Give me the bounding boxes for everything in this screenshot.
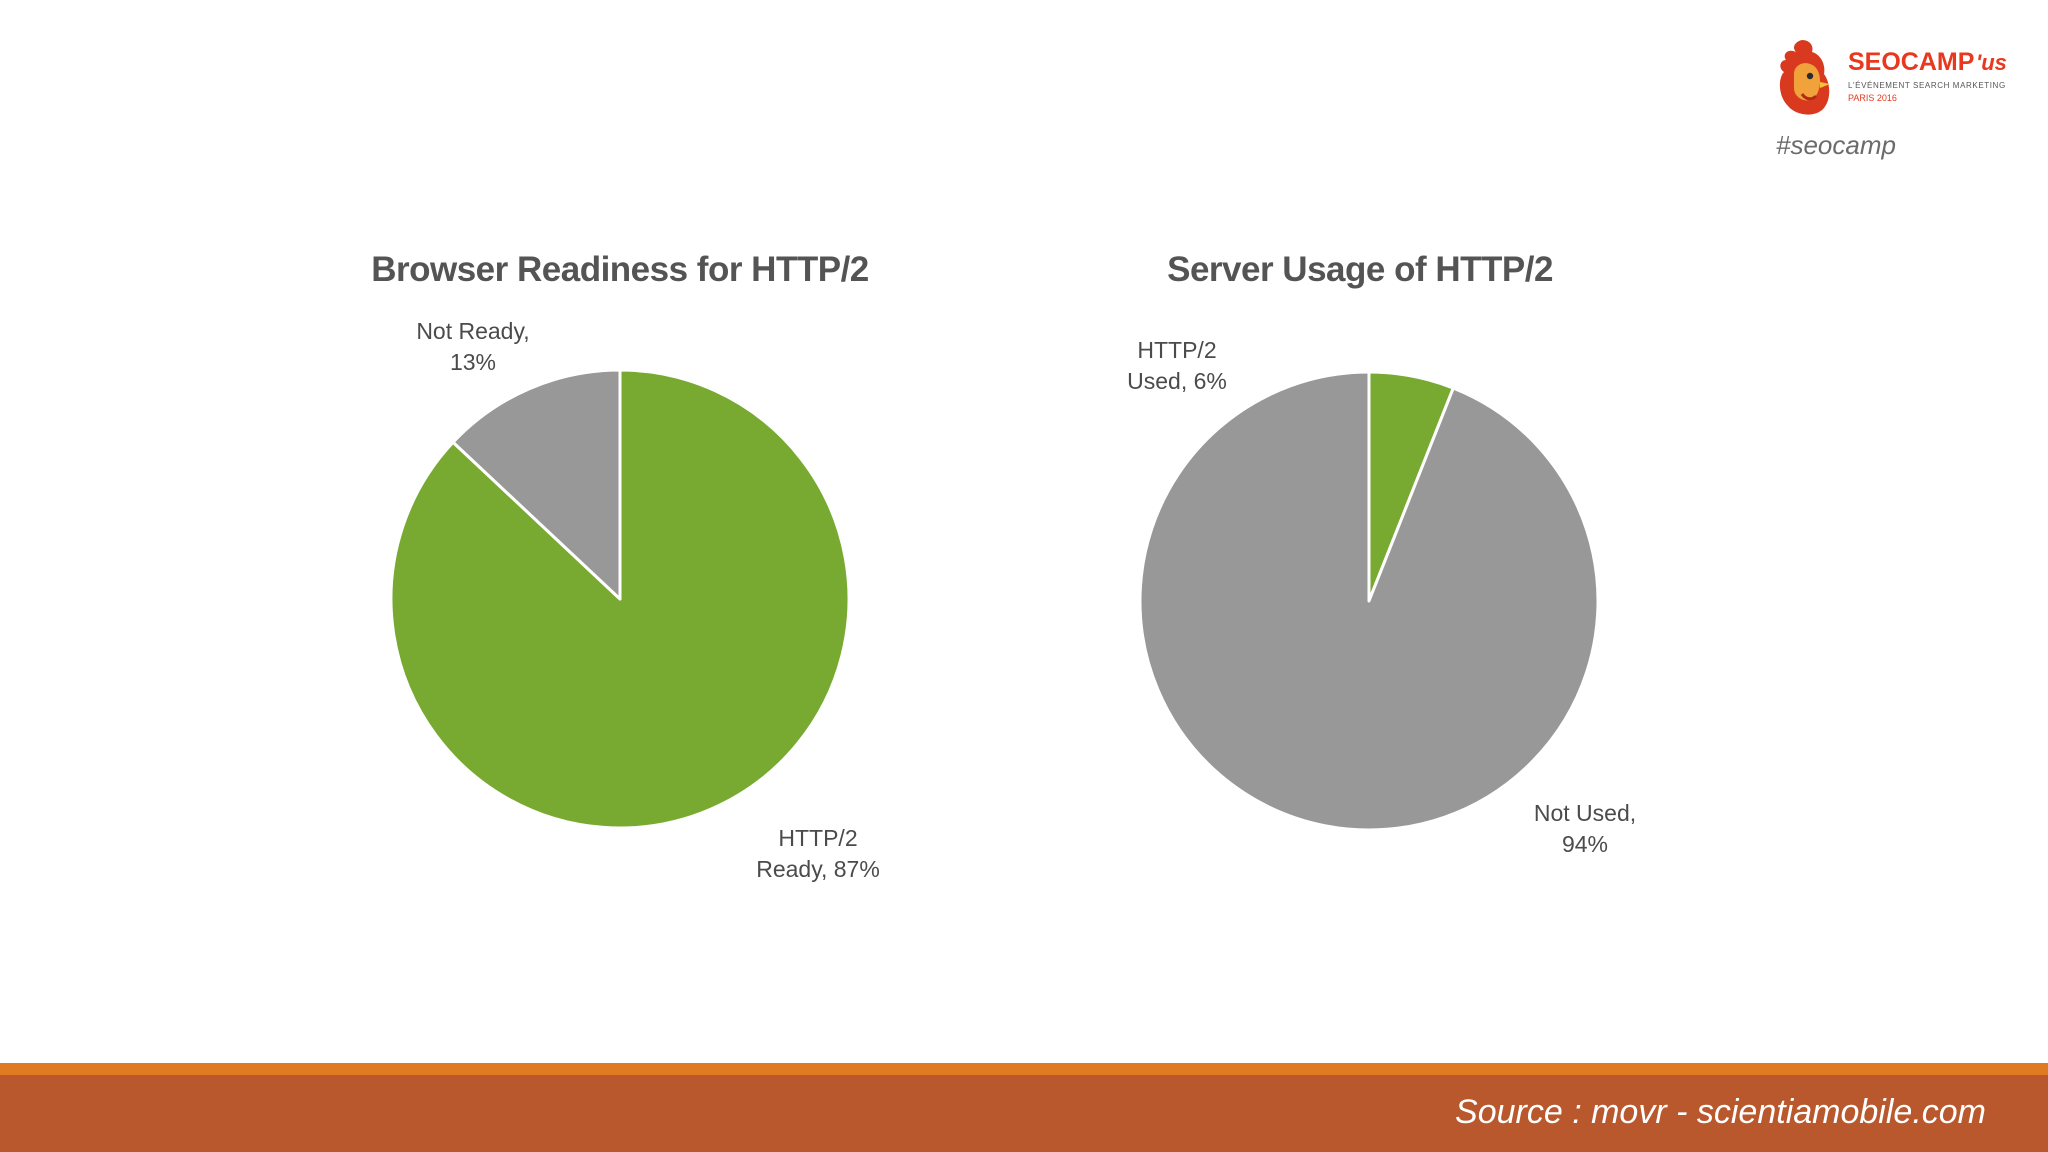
server-usage-pie — [1138, 370, 1600, 832]
slice-label-line: Used, 6% — [1127, 368, 1227, 394]
logo-main-text: SEOCAMP — [1848, 48, 1974, 76]
slice-label-line: HTTP/2 — [778, 825, 858, 851]
chart-title: Browser Readiness for HTTP/2 — [371, 250, 869, 289]
logo-tagline: L'ÉVÉNEMENT SEARCH MARKETING — [1848, 81, 2006, 90]
slice-label-not-ready: Not Ready, 13% — [393, 316, 553, 378]
chart-title: Server Usage of HTTP/2 — [1167, 250, 1553, 289]
pie-slice-94 — [1138, 370, 1600, 832]
seocamp-logo: SEOCAMP 'us L'ÉVÉNEMENT SEARCH MARKETING… — [1772, 34, 2012, 120]
slice-label-http2-used: HTTP/2 Used, 6% — [1107, 335, 1247, 397]
pie-slice-87 — [389, 368, 851, 830]
hashtag: #seocamp — [1776, 130, 1896, 160]
slice-label-not-used: Not Used, 94% — [1510, 798, 1660, 860]
browser-readiness-pie — [389, 368, 851, 830]
rooster-icon — [1779, 40, 1830, 115]
logo-edition: PARIS 2016 — [1848, 93, 1897, 103]
pie-slice-13 — [451, 368, 622, 601]
slice-label-line: Not Used, — [1533, 800, 1637, 826]
slice-label-http2-ready: HTTP/2 Ready, 87% — [718, 823, 918, 885]
slice-label-line: 94% — [1561, 831, 1609, 857]
footer-bar — [0, 1075, 2048, 1152]
source-credit: Source : movr - scientiamobile.com — [1455, 1093, 1986, 1131]
browser-readiness-chart: Browser Readiness for HTTP/2 HTTP/2 Read… — [360, 250, 880, 900]
logo-suffix-text: 'us — [1976, 50, 2007, 75]
footer-accent-bar — [0, 1063, 2048, 1075]
slice-label-line: 13% — [449, 349, 497, 375]
slice-label-line: HTTP/2 — [1137, 337, 1217, 363]
slice-label-line: Ready, 87% — [756, 856, 880, 882]
slice-label-line: Not Ready, — [416, 318, 530, 344]
server-usage-chart: Server Usage of HTTP/2 HTTP/2 Used, 6% N… — [1107, 250, 1636, 900]
